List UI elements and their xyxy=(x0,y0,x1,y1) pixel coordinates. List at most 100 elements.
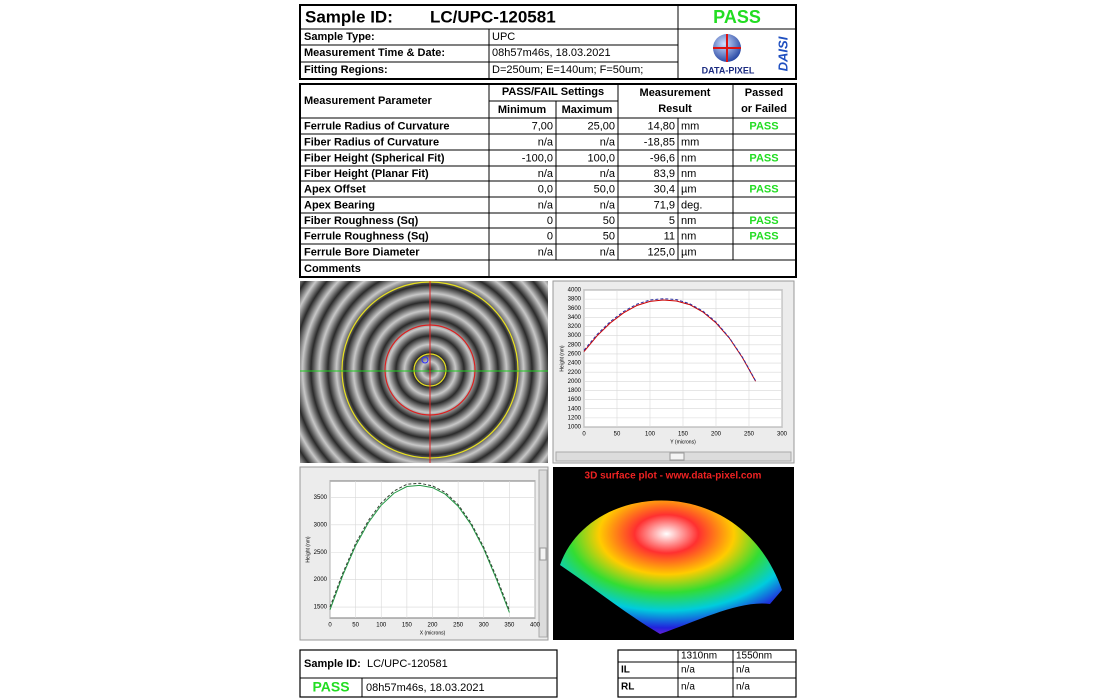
parameter: Apex Bearing xyxy=(304,199,375,211)
result: 30,4 xyxy=(654,183,675,195)
field-label: Fitting Regions: xyxy=(304,64,388,76)
x-tick-label: 0 xyxy=(582,432,586,438)
data-line xyxy=(329,484,510,613)
status: PASS xyxy=(749,230,778,242)
y-tick-label: 1600 xyxy=(568,397,582,403)
scroll-thumb[interactable] xyxy=(669,452,685,461)
y-tick-label: 3500 xyxy=(314,495,328,501)
unit: deg. xyxy=(681,199,702,211)
column-header: Minimum xyxy=(498,104,546,116)
y-tick-label: 2800 xyxy=(568,342,582,348)
border xyxy=(617,649,797,698)
result: 11 xyxy=(664,230,675,242)
unit: mm xyxy=(681,136,699,148)
parameter: Ferrule Radius of Curvature xyxy=(304,120,449,132)
cell: n/a xyxy=(736,665,750,676)
y-tick-label: 1800 xyxy=(568,388,582,394)
minimum: n/a xyxy=(538,136,554,148)
column-header: PASS/FAIL Settings xyxy=(502,86,604,98)
minimum: 0 xyxy=(547,215,553,227)
x-tick-label: 150 xyxy=(402,623,413,629)
y-tick-label: 3800 xyxy=(568,297,582,303)
result: -96,6 xyxy=(650,152,675,164)
maximum: n/a xyxy=(600,246,616,258)
cell: n/a xyxy=(681,682,695,693)
maximum: 100,0 xyxy=(587,152,615,164)
status: PASS xyxy=(749,152,778,164)
maximum: 50 xyxy=(603,215,615,227)
surface-plot xyxy=(553,467,794,640)
y-tick-label: 2000 xyxy=(314,577,328,583)
unit: nm xyxy=(681,230,696,242)
sample-id: LC/UPC-120581 xyxy=(367,658,448,670)
status: PASS xyxy=(749,120,778,132)
x-tick-label: 100 xyxy=(645,432,656,438)
x-tick-label: 200 xyxy=(427,623,438,629)
data-line xyxy=(329,482,510,611)
x-tick-label: 300 xyxy=(479,623,490,629)
unit: µm xyxy=(681,183,697,195)
column-header: Maximum xyxy=(562,104,613,116)
parameter: Comments xyxy=(304,263,361,275)
maximum: n/a xyxy=(600,136,616,148)
result: 14,80 xyxy=(647,120,675,132)
x-tick-label: 0 xyxy=(328,623,332,629)
x-tick-label: 400 xyxy=(530,623,541,629)
column-header: or Failed xyxy=(741,103,787,115)
logo-brand: DAISI xyxy=(775,36,790,71)
unit: µm xyxy=(681,246,697,258)
y-tick-label: 2000 xyxy=(568,379,582,385)
x-axis-title: X (microns) xyxy=(420,630,446,636)
y-tick-label: 3200 xyxy=(568,324,582,330)
minimum: 0 xyxy=(547,230,553,242)
y-tick-label: 3400 xyxy=(568,315,582,321)
parameter: Fiber Height (Spherical Fit) xyxy=(304,152,445,164)
y-tick-label: 1200 xyxy=(568,415,582,421)
y-tick-label: 2400 xyxy=(568,361,582,367)
parameter: Ferrule Roughness (Sq) xyxy=(304,230,429,242)
parameter: Fiber Height (Planar Fit) xyxy=(304,168,429,180)
x-tick-label: 150 xyxy=(678,432,689,438)
unit: nm xyxy=(681,215,696,227)
row-label: RL xyxy=(621,682,634,693)
field-label: Measurement Time & Date: xyxy=(304,47,445,59)
column-header: Result xyxy=(658,103,692,115)
border xyxy=(299,649,558,698)
field-value: UPC xyxy=(492,31,515,43)
unit: nm xyxy=(681,168,696,180)
result: 71,9 xyxy=(654,199,675,211)
y-tick-label: 4000 xyxy=(568,288,582,294)
logo xyxy=(713,34,741,62)
minimum: 7,00 xyxy=(532,120,553,132)
result: 5 xyxy=(669,215,675,227)
y-tick-label: 1000 xyxy=(568,425,582,431)
y-tick-label: 1500 xyxy=(314,605,328,611)
y-tick-label: 2600 xyxy=(568,352,582,358)
minimum: n/a xyxy=(538,199,554,211)
status: PASS xyxy=(713,7,761,27)
data-line xyxy=(583,299,757,382)
sample-id-label: Sample ID: xyxy=(304,658,361,670)
unit: nm xyxy=(681,152,696,164)
interferogram xyxy=(300,281,548,463)
y-axis-title: Height (nm) xyxy=(305,536,311,562)
result: 83,9 xyxy=(654,168,675,180)
y-tick-label: 1400 xyxy=(568,406,582,412)
column-header: 1310nm xyxy=(681,651,717,662)
y-tick-label: 3000 xyxy=(568,333,582,339)
maximum: 50 xyxy=(603,230,615,242)
x-tick-label: 350 xyxy=(504,623,515,629)
scroll-thumb[interactable] xyxy=(539,547,547,561)
minimum: 0,0 xyxy=(538,183,553,195)
y-tick-label: 2500 xyxy=(314,550,328,556)
minimum: n/a xyxy=(538,246,554,258)
field-value: 08h57m46s, 18.03.2021 xyxy=(492,47,611,59)
status: PASS xyxy=(749,183,778,195)
sample-id-label: Sample ID: xyxy=(305,7,393,26)
x-tick-label: 50 xyxy=(614,432,621,438)
result: 125,0 xyxy=(647,246,675,258)
result: -18,85 xyxy=(644,136,675,148)
surface-title: 3D surface plot - www.data-pixel.com xyxy=(585,471,762,482)
